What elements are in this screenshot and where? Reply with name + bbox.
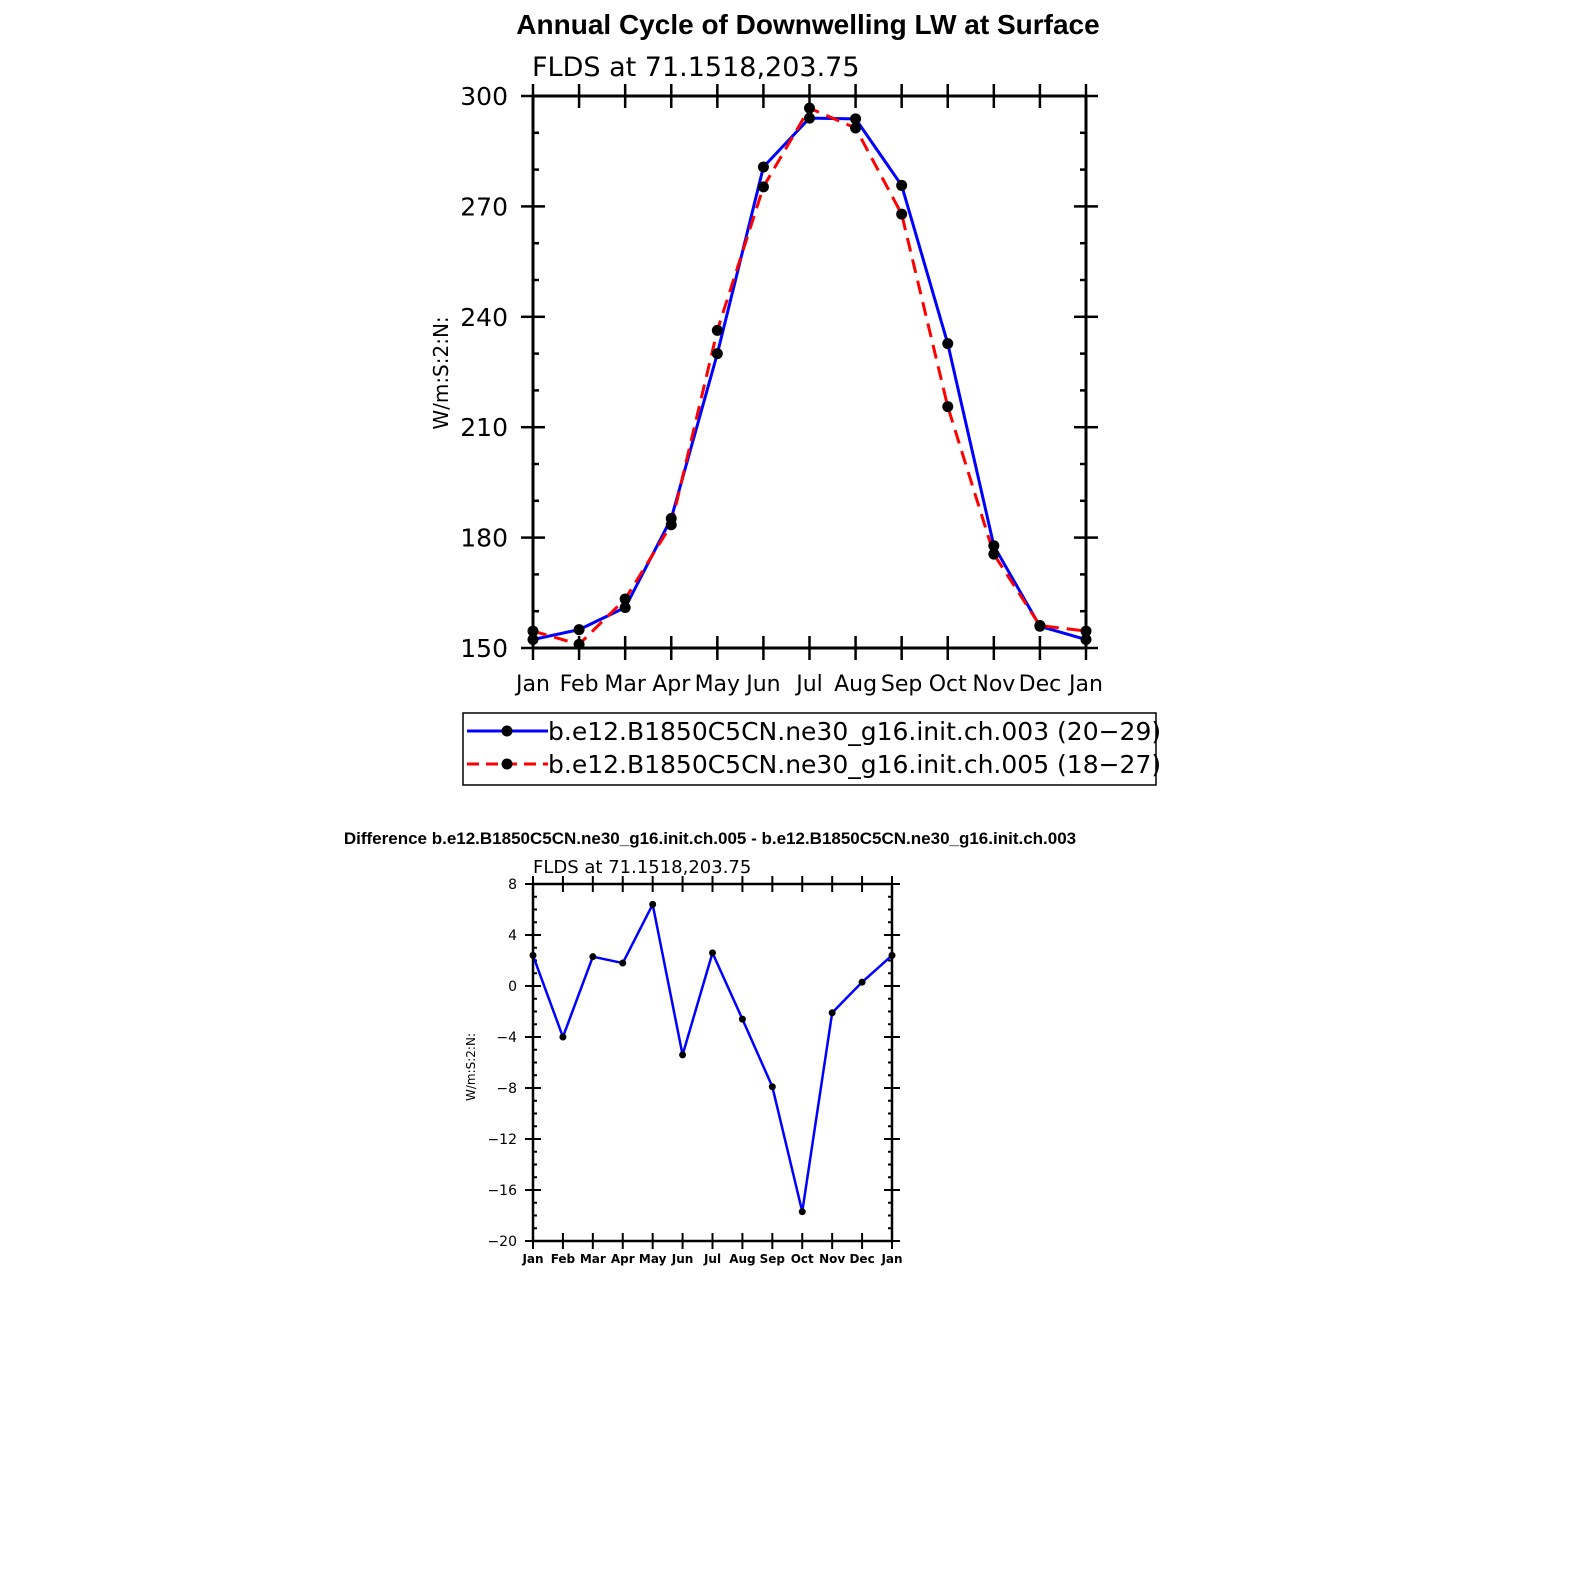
difference-plot-frame: [531, 882, 894, 1243]
x-tick-label: Oct: [929, 672, 967, 697]
legend-marker-1: [501, 725, 513, 737]
x-tick-label: May: [695, 672, 740, 697]
x-tick-label: Dec: [1019, 672, 1062, 697]
x-tick-label: Oct: [791, 1252, 814, 1266]
difference-chart: Difference b.e12.B1850C5CN.ne30_g16.init…: [344, 829, 1076, 1266]
data-point: [709, 949, 716, 957]
series-lines: [532, 106, 1087, 646]
x-tick-label: Apr: [611, 1252, 635, 1266]
y-tick-label: 4: [508, 928, 517, 944]
y-tick-label: −12: [487, 1132, 517, 1148]
data-point: [665, 519, 677, 531]
data-point: [828, 1009, 836, 1017]
x-tick-label: Jan: [880, 1252, 902, 1266]
data-point: [988, 548, 1000, 560]
data-point: [559, 1033, 567, 1041]
data-point: [619, 959, 627, 967]
difference-chart-subtitle: FLDS at 71.1518,203.75: [533, 857, 751, 878]
x-tick-label: Jan: [521, 1252, 543, 1266]
y-tick-label: 270: [460, 192, 508, 221]
x-tick-label: Dec: [849, 1252, 874, 1266]
x-tick-label: Jan: [1067, 672, 1103, 697]
y-tick-label: −4: [496, 1030, 517, 1046]
x-tick-label: Mar: [604, 672, 646, 697]
series-line-1: [532, 116, 1087, 642]
y-tick-label: 180: [460, 524, 508, 553]
data-point: [738, 1015, 746, 1023]
legend-marker-2: [501, 758, 513, 770]
x-tick-label: Aug: [834, 672, 877, 697]
y-axis-label: W/m:S:2:N:: [429, 316, 453, 429]
legend-label-1: b.e12.B1850C5CN.ne30_g16.init.ch.003 (20…: [548, 717, 1161, 746]
data-point: [711, 324, 723, 336]
difference-y-axis-label: W/m:S:2:N:: [464, 1033, 478, 1101]
data-point: [896, 208, 908, 220]
data-point: [573, 624, 585, 636]
data-point: [757, 181, 769, 193]
y-tick-labels: 150 180 210 240 270 300: [460, 82, 508, 663]
y-tick-label: −16: [487, 1183, 517, 1199]
x-tick-label: Jun: [671, 1252, 694, 1266]
data-point: [798, 1208, 806, 1216]
chart-subtitle: FLDS at 71.1518,203.75: [532, 52, 860, 83]
data-point: [850, 113, 862, 125]
y-tick-label: −8: [496, 1081, 517, 1097]
data-point: [619, 602, 631, 614]
difference-series-points: [529, 900, 896, 1216]
chart-title: Annual Cycle of Downwelling LW at Surfac…: [516, 9, 1099, 40]
data-point: [679, 1051, 687, 1059]
x-tick-label: Apr: [652, 672, 691, 697]
data-point: [804, 112, 815, 124]
x-tick-labels: Jan Feb Mar Apr May Jun Jul Aug Sep Oct Nov Dec Jan: [514, 672, 1103, 697]
data-point: [942, 338, 954, 350]
legend: b.e12.B1850C5CN.ne30_g16.init.ch.003 (20…: [462, 712, 1161, 786]
x-tick-label: Nov: [819, 1252, 845, 1266]
x-tick-label: Jul: [794, 672, 823, 697]
data-point: [988, 540, 1000, 552]
x-tick-label: Feb: [560, 672, 599, 697]
difference-y-tick-labels: −20 −16 −12 −8 −4 0 4 8: [487, 877, 517, 1250]
data-point: [711, 348, 723, 360]
y-tick-label: 8: [508, 877, 517, 893]
data-point: [619, 593, 631, 605]
y-tick-label: 210: [460, 413, 508, 442]
x-tick-label: Nov: [972, 672, 1015, 697]
x-tick-label: Jan: [514, 672, 550, 697]
x-tick-label: Sep: [760, 1252, 786, 1266]
data-point: [768, 1083, 776, 1091]
data-point: [649, 900, 657, 908]
x-tick-label: May: [639, 1252, 667, 1266]
y-tick-label: 150: [460, 634, 508, 663]
data-point: [896, 179, 908, 191]
x-tick-label: Aug: [729, 1252, 755, 1266]
legend-box: [462, 712, 1157, 786]
data-point: [1034, 620, 1046, 632]
x-tick-label: Sep: [881, 672, 922, 697]
x-tick-label: Jul: [703, 1252, 721, 1266]
data-point: [589, 953, 597, 961]
data-point: [757, 161, 769, 173]
data-point: [942, 401, 954, 413]
plot-frame: [531, 94, 1088, 650]
difference-x-tick-labels: Jan Feb Mar Apr May Jun Jul Aug Sep Oct Nov Dec Jan: [521, 1252, 902, 1266]
difference-chart-title: Difference b.e12.B1850C5CN.ne30_g16.init…: [344, 829, 1076, 848]
annual-cycle-chart: Annual Cycle of Downwelling LW at Surfac…: [429, 9, 1103, 697]
x-tick-label: Jun: [744, 672, 780, 697]
data-point: [804, 102, 815, 114]
x-tick-label: Mar: [580, 1252, 606, 1266]
data-point: [850, 122, 862, 134]
difference-axis-ticks: [525, 876, 900, 1249]
legend-label-2: b.e12.B1850C5CN.ne30_g16.init.ch.005 (18…: [548, 750, 1161, 779]
y-tick-label: −20: [487, 1234, 517, 1250]
y-tick-label: 0: [508, 979, 517, 995]
data-point: [858, 978, 866, 986]
x-tick-label: Feb: [551, 1252, 576, 1266]
y-tick-label: 300: [460, 82, 508, 111]
y-tick-label: 240: [460, 303, 508, 332]
axis-ticks: [521, 84, 1098, 660]
